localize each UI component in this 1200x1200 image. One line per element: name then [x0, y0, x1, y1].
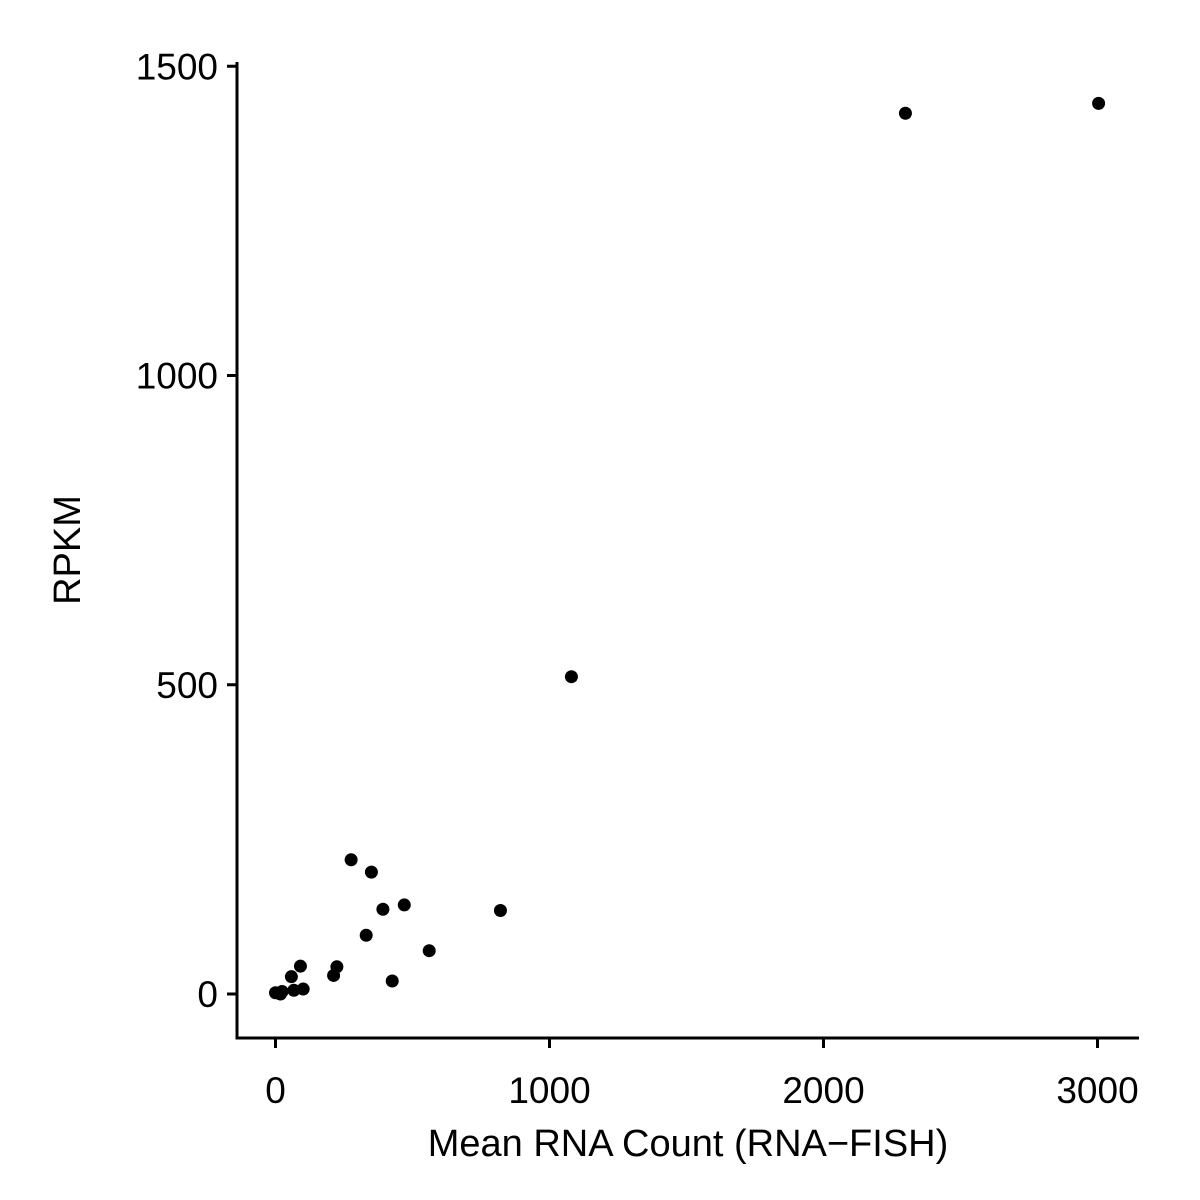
y-axis-title: RPKM	[47, 495, 89, 605]
x-tick-label: 0	[265, 1070, 286, 1111]
x-ticks: 0 1000 2000 3000	[265, 1038, 1139, 1111]
data-point-5	[284, 970, 298, 984]
data-point-14	[493, 904, 507, 918]
data-point-9	[385, 974, 399, 988]
data-point-13	[397, 898, 411, 912]
y-tick-label: 1500	[136, 46, 218, 87]
y-tick-label: 500	[156, 665, 218, 706]
x-tick-label: 2000	[782, 1070, 864, 1111]
x-axis-title: Mean RNA Count (RNA−FISH)	[428, 1123, 949, 1165]
data-point-19	[1092, 96, 1106, 110]
y-ticks: 0 500 1000 1500	[136, 46, 237, 1015]
y-tick-label: 0	[197, 974, 218, 1015]
data-point-15	[344, 853, 358, 867]
data-point-8	[330, 960, 344, 974]
x-tick-label: 1000	[508, 1070, 590, 1111]
y-tick-label: 1000	[136, 356, 218, 397]
data-point-16	[364, 865, 378, 879]
data-point-4	[296, 982, 310, 996]
data-point-18	[898, 106, 912, 120]
data-point-17	[564, 670, 578, 684]
data-point-10	[359, 928, 373, 942]
points-layer	[269, 96, 1106, 1001]
data-point-2	[275, 985, 289, 999]
data-point-6	[293, 959, 307, 973]
x-tick-label: 3000	[1056, 1070, 1138, 1111]
data-point-12	[376, 902, 390, 916]
data-point-11	[422, 944, 436, 958]
